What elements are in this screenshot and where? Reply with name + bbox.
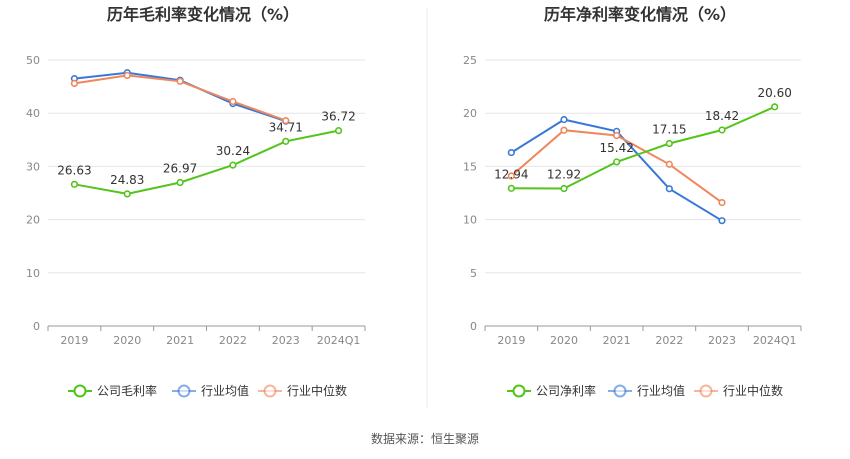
legend-marker [177, 384, 191, 398]
data-label: 26.63 [57, 163, 91, 177]
legend-label: 行业中位数 [287, 383, 347, 398]
data-label: 17.15 [652, 123, 686, 137]
y-tick-label: 10 [26, 267, 40, 280]
data-point [507, 172, 515, 180]
data-point [123, 190, 131, 198]
data-label: 36.72 [321, 110, 355, 124]
y-tick-label: 20 [26, 214, 40, 227]
data-label: 12.94 [494, 167, 528, 181]
data-point [176, 178, 184, 187]
data-label: 20.60 [757, 86, 791, 100]
data-point [718, 217, 726, 225]
data-label: 24.83 [110, 173, 144, 187]
x-tick-label: 2020 [550, 334, 578, 347]
x-tick-label: 2024Q1 [317, 334, 361, 347]
x-tick-label: 2019 [497, 334, 525, 347]
legend-marker [613, 384, 627, 398]
data-label: 34.71 [269, 120, 303, 134]
x-tick-label: 2023 [708, 334, 736, 347]
data-label: 30.24 [216, 144, 250, 158]
x-tick-label: 2024Q1 [753, 334, 797, 347]
y-tick-label: 10 [463, 214, 477, 227]
x-tick-label: 2020 [113, 334, 141, 347]
x-tick-label: 2022 [219, 334, 247, 347]
data-point [282, 137, 290, 145]
data-point [229, 161, 237, 169]
y-tick-label: 0 [470, 320, 477, 333]
x-tick-label: 2021 [166, 334, 194, 347]
data-label: 12.92 [547, 168, 581, 182]
x-tick-label: 2023 [272, 334, 300, 347]
data-point [665, 160, 673, 168]
y-tick-label: 25 [463, 54, 477, 67]
data-point [176, 77, 184, 85]
legend-label: 行业均值 [201, 383, 249, 398]
source-note: 数据来源：恒生聚源 [371, 431, 479, 446]
x-tick-label: 2019 [60, 334, 88, 347]
data-point [70, 79, 79, 88]
chart-title: 历年毛利率变化情况（%） [107, 5, 299, 24]
x-tick-label: 2022 [655, 334, 683, 347]
legend-marker [699, 384, 713, 398]
y-tick-label: 40 [26, 107, 40, 120]
chart-title: 历年净利率变化情况（%） [544, 5, 736, 24]
y-tick-label: 20 [463, 107, 477, 120]
y-tick-label: 50 [26, 54, 40, 67]
legend-marker [263, 384, 277, 398]
gross-margin-chart: 历年毛利率变化情况（%） 0 10 20 30 40 50 2019 2020 2021 2022 2… [26, 5, 366, 398]
data-point [334, 127, 343, 135]
data-point [560, 126, 568, 134]
data-point [123, 71, 131, 80]
data-point [665, 139, 673, 148]
data-label: 18.42 [705, 109, 739, 123]
data-point [665, 185, 673, 193]
data-point [560, 115, 568, 124]
data-point [613, 131, 621, 140]
data-point [70, 180, 79, 188]
data-point [507, 148, 515, 157]
legend-label: 公司毛利率 [97, 383, 157, 398]
y-tick-label: 0 [33, 320, 40, 333]
y-tick-label: 30 [26, 160, 40, 173]
legend-marker [73, 384, 87, 398]
data-label: 26.97 [163, 162, 197, 176]
data-point [560, 184, 568, 193]
y-tick-label: 15 [463, 160, 477, 173]
data-point [613, 158, 621, 166]
x-tick-label: 2021 [603, 334, 631, 347]
data-point [718, 126, 726, 134]
legend-label: 行业均值 [637, 383, 685, 398]
net-margin-chart: 历年净利率变化情况（%） 0 5 10 15 20 25 2019 2020 2021 2022 20… [463, 5, 802, 398]
series-line [74, 129, 339, 195]
y-tick-label: 5 [470, 267, 477, 280]
data-point [718, 198, 726, 207]
series-line [511, 105, 776, 190]
data-point [282, 117, 290, 125]
data-point [229, 97, 237, 106]
data-point [771, 103, 779, 111]
legend-label: 公司净利率 [536, 383, 596, 398]
legend-marker [512, 384, 526, 398]
data-label: 15.42 [599, 141, 633, 155]
legend-label: 行业中位数 [723, 383, 783, 398]
data-point [507, 184, 515, 192]
